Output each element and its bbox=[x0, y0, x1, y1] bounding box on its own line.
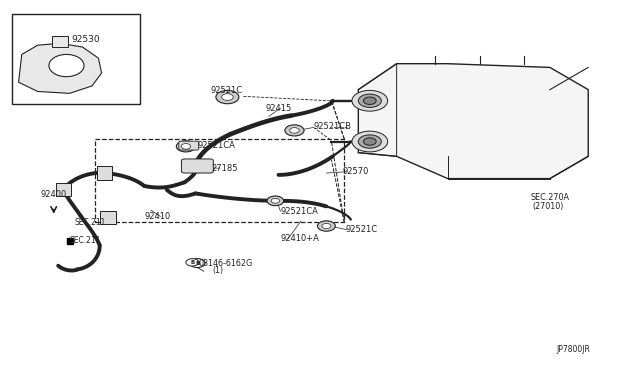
Bar bbox=[100, 211, 116, 224]
Text: JP7800JR: JP7800JR bbox=[556, 345, 590, 354]
Polygon shape bbox=[52, 36, 68, 47]
Text: 92400: 92400 bbox=[40, 190, 67, 199]
Text: B: B bbox=[190, 260, 195, 265]
Circle shape bbox=[317, 221, 335, 231]
Text: (27010): (27010) bbox=[532, 202, 564, 211]
Circle shape bbox=[322, 224, 331, 229]
Circle shape bbox=[285, 125, 304, 136]
Circle shape bbox=[189, 259, 205, 267]
Text: B: B bbox=[195, 261, 200, 266]
Polygon shape bbox=[358, 64, 588, 179]
Bar bbox=[56, 183, 71, 196]
Polygon shape bbox=[19, 43, 102, 93]
FancyBboxPatch shape bbox=[181, 159, 213, 173]
Circle shape bbox=[221, 94, 233, 100]
Circle shape bbox=[358, 135, 381, 148]
Circle shape bbox=[352, 90, 388, 111]
Text: 92415: 92415 bbox=[266, 104, 292, 113]
Text: 92410: 92410 bbox=[145, 212, 171, 221]
Text: 92521CB: 92521CB bbox=[314, 122, 351, 131]
Circle shape bbox=[267, 196, 284, 206]
Circle shape bbox=[364, 138, 376, 145]
Text: SEC.270A: SEC.270A bbox=[531, 193, 570, 202]
Text: 92530: 92530 bbox=[71, 35, 100, 44]
Text: 27185: 27185 bbox=[211, 164, 238, 173]
Ellipse shape bbox=[49, 54, 84, 77]
Circle shape bbox=[181, 144, 191, 149]
FancyBboxPatch shape bbox=[179, 141, 198, 150]
Text: 92521C: 92521C bbox=[210, 86, 243, 95]
Circle shape bbox=[271, 198, 280, 203]
Circle shape bbox=[216, 90, 239, 104]
Text: 92410+A: 92410+A bbox=[280, 234, 319, 243]
Circle shape bbox=[358, 94, 381, 108]
Text: 92521CA: 92521CA bbox=[197, 141, 236, 151]
Text: 92570: 92570 bbox=[343, 167, 369, 176]
Bar bbox=[97, 166, 113, 180]
Text: 08146-6162G: 08146-6162G bbox=[198, 259, 253, 267]
Text: (1): (1) bbox=[212, 266, 224, 275]
Text: 92521CA: 92521CA bbox=[280, 207, 318, 216]
Text: SEC.211: SEC.211 bbox=[74, 218, 106, 227]
Circle shape bbox=[352, 131, 388, 152]
Text: 92521C: 92521C bbox=[346, 225, 378, 234]
Circle shape bbox=[186, 259, 198, 266]
Bar bbox=[12, 14, 140, 105]
Circle shape bbox=[364, 97, 376, 105]
Circle shape bbox=[290, 128, 300, 133]
Bar bbox=[95, 139, 344, 222]
Text: SEC.211: SEC.211 bbox=[70, 236, 101, 246]
Circle shape bbox=[176, 141, 195, 152]
